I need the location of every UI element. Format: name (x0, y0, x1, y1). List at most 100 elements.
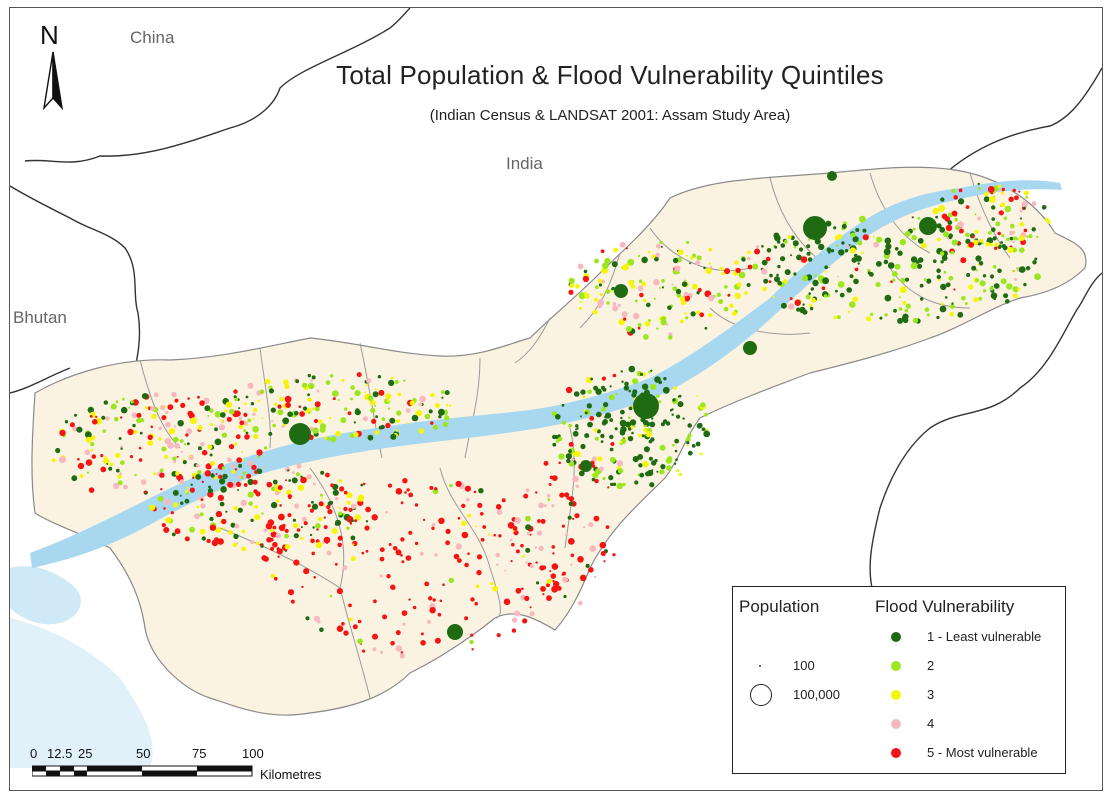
settlement-dot (455, 543, 462, 550)
settlement-dot (628, 365, 636, 373)
settlement-dot (227, 481, 234, 488)
scale-unit-label: Kilometres (260, 767, 322, 782)
settlement-dot (663, 377, 667, 381)
settlement-dot (1001, 191, 1005, 195)
settlement-dot (1019, 221, 1025, 227)
settlement-dot (180, 402, 186, 408)
settlement-dot (319, 627, 324, 633)
settlement-dot (853, 278, 859, 285)
settlement-dot (1012, 240, 1015, 244)
flood-swatch-1 (891, 632, 901, 642)
settlement-dot (308, 382, 315, 390)
settlement-dot (177, 420, 184, 427)
settlement-dot (676, 414, 681, 419)
settlement-dot (117, 480, 123, 486)
settlement-dot (384, 436, 387, 439)
settlement-dot (546, 493, 551, 498)
settlement-dot (160, 404, 166, 411)
settlement-dot (284, 533, 289, 539)
settlement-dot (263, 528, 268, 533)
settlement-dot (386, 574, 391, 579)
settlement-dot (567, 538, 575, 545)
settlement-dot (568, 441, 574, 447)
settlement-dot (297, 484, 305, 491)
settlement-dot (420, 632, 424, 636)
flood-swatch-4 (891, 719, 901, 729)
settlement-dot (893, 308, 897, 313)
settlement-dot (374, 388, 377, 391)
settlement-dot (511, 617, 518, 623)
settlement-dot (298, 405, 302, 409)
settlement-dot (846, 287, 852, 293)
settlement-dot (704, 412, 708, 417)
settlement-dot (568, 496, 575, 502)
settlement-dot (607, 486, 610, 489)
settlement-dot (428, 596, 433, 601)
settlement-dot (287, 411, 293, 418)
settlement-dot (209, 524, 217, 531)
settlement-dot (176, 455, 179, 458)
settlement-dot (160, 488, 163, 491)
settlement-dot (278, 513, 285, 521)
settlement-dot (313, 576, 317, 579)
settlement-dot (194, 513, 200, 520)
settlement-dot (300, 476, 307, 484)
settlement-dot (780, 256, 786, 262)
settlement-dot (565, 533, 569, 537)
settlement-dot (638, 463, 643, 468)
settlement-dot (600, 433, 605, 439)
settlement-dot (455, 480, 462, 487)
settlement-dot (319, 493, 323, 497)
settlement-dot (638, 279, 643, 283)
settlement-dot (784, 239, 788, 244)
settlement-dot (542, 593, 545, 596)
settlement-dot-large (289, 423, 311, 445)
settlement-dot (108, 466, 113, 471)
settlement-dot (538, 545, 544, 552)
settlement-dot (609, 434, 614, 440)
settlement-dot (225, 510, 228, 513)
settlement-dot (223, 527, 226, 530)
settlement-dot (703, 430, 711, 438)
settlement-dot (593, 385, 599, 391)
settlement-dot (806, 251, 811, 256)
settlement-dot (320, 470, 325, 475)
settlement-dot (175, 471, 180, 476)
settlement-dot (994, 246, 998, 250)
settlement-dot (665, 421, 671, 426)
population-small-symbol (759, 665, 761, 667)
settlement-dot (577, 263, 584, 270)
settlement-dot (646, 302, 651, 308)
settlement-dot (400, 537, 405, 542)
settlement-dot (920, 297, 924, 301)
settlement-dot (995, 221, 1001, 227)
settlement-dot (310, 379, 313, 382)
settlement-dot (622, 482, 626, 487)
settlement-dot (555, 414, 561, 420)
settlement-dot (911, 235, 917, 241)
settlement-dot (822, 277, 829, 285)
settlement-dot (303, 521, 308, 526)
settlement-dot (299, 411, 305, 417)
settlement-dot (411, 414, 419, 422)
settlement-dot (503, 598, 511, 606)
settlement-dot (164, 498, 171, 505)
map-frame: China India Bhutan Total Population & Fl… (9, 7, 1103, 791)
settlement-dot (659, 444, 666, 451)
settlement-dot (286, 489, 292, 496)
settlement-dot (270, 573, 276, 579)
settlement-dot (164, 405, 167, 408)
settlement-dot (834, 235, 840, 241)
settlement-dot (641, 383, 649, 390)
settlement-dot (998, 210, 1004, 216)
settlement-dot (90, 448, 94, 452)
settlement-dot (552, 552, 555, 555)
settlement-dot (77, 458, 80, 461)
settlement-dot (595, 411, 602, 418)
settlement-dot (153, 392, 159, 398)
settlement-dot (163, 507, 166, 510)
settlement-dot (723, 306, 729, 312)
north-arrow-icon (42, 51, 64, 110)
settlement-dot (573, 391, 580, 397)
settlement-dot (641, 256, 648, 264)
